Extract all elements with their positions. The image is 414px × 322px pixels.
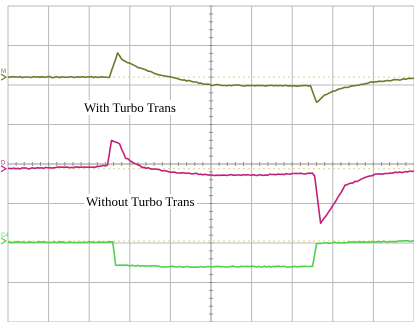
channel-marker-3: C4: [0, 233, 9, 245]
annotation-with-turbo-trans: With Turbo Trans: [82, 100, 178, 115]
channel-marker-arrow: [0, 237, 8, 245]
annotation-without-turbo-trans: Without Turbo Trans: [84, 194, 197, 209]
trace-2: [7, 139, 414, 225]
channel-marker-2: D: [0, 161, 8, 173]
grid: [7, 5, 414, 322]
channel-marker-label: M: [1, 69, 6, 75]
trace-3: [7, 239, 414, 268]
channel-marker-1: M: [0, 69, 8, 81]
traces: [7, 52, 414, 268]
trace-1: [7, 52, 414, 104]
channel-markers: M D C4: [0, 69, 9, 245]
channel-marker-arrow: [0, 165, 8, 173]
channel-marker-label: C4: [1, 233, 9, 239]
channel-marker-label: D: [1, 161, 6, 167]
channel-marker-arrow: [0, 73, 8, 81]
